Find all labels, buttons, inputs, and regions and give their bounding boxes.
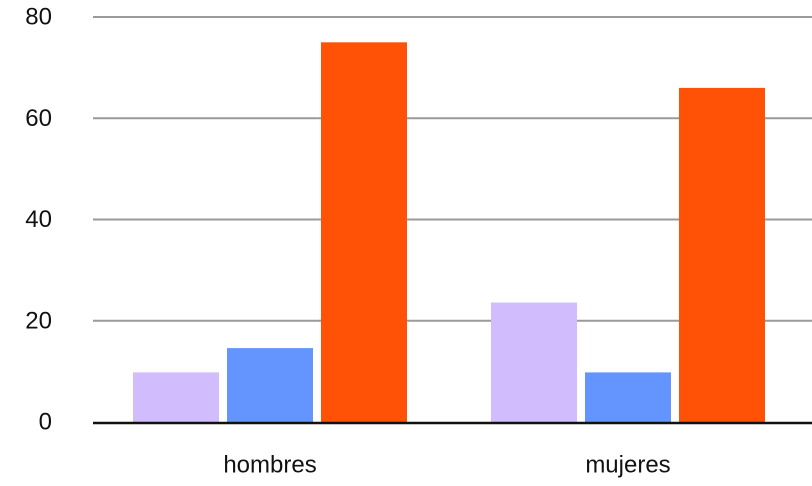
bars	[133, 42, 765, 422]
bar-mujeres-series-3	[679, 87, 765, 422]
bar-hombres-series-1	[133, 372, 219, 422]
y-tick-label: 60	[25, 105, 52, 132]
y-tick-label: 0	[39, 409, 52, 436]
y-tick-label: 40	[25, 206, 52, 233]
bar-hombres-series-3	[321, 42, 407, 422]
y-tick-label: 20	[25, 307, 52, 334]
x-category-label: mujeres	[585, 452, 670, 479]
y-axis-tick-labels: 0 20 40 60 80	[25, 4, 52, 436]
y-tick-label: 80	[25, 4, 52, 31]
bar-mujeres-series-2	[585, 372, 671, 422]
x-axis-category-labels: hombres mujeres	[223, 452, 670, 479]
bar-hombres-series-2	[227, 348, 313, 422]
x-category-label: hombres	[223, 452, 316, 479]
bar-mujeres-series-1	[491, 302, 577, 422]
